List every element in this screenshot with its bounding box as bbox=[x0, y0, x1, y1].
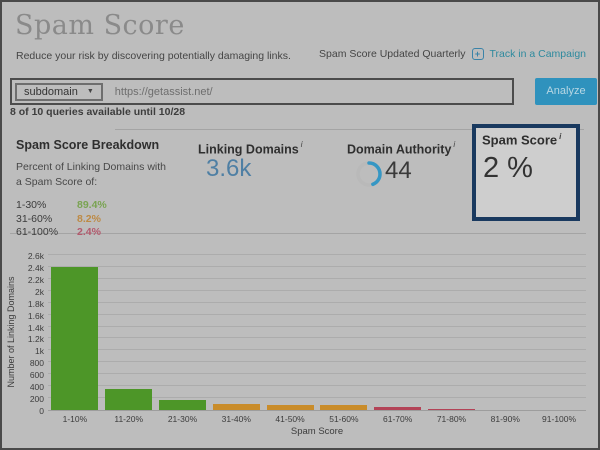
breakdown-title: Spam Score Breakdown bbox=[16, 138, 160, 152]
gridline bbox=[48, 325, 586, 327]
chart-x-axis-label: Spam Score bbox=[290, 426, 344, 437]
y-tick-label: 400 bbox=[29, 382, 44, 393]
analyze-button[interactable]: Analyze bbox=[535, 78, 597, 105]
spam-score-histogram bbox=[48, 254, 586, 411]
bar-1-10% bbox=[51, 266, 99, 410]
chevron-down-icon: ▼ bbox=[86, 88, 94, 95]
breakdown-description: Percent of Linking Domains with a Spam S… bbox=[16, 161, 166, 188]
x-tick-label: 81-90% bbox=[490, 414, 520, 424]
y-tick-label: 600 bbox=[29, 370, 44, 381]
queries-available-note: 8 of 10 queries available until 10/28 bbox=[10, 106, 186, 118]
track-campaign-icon[interactable]: + bbox=[471, 48, 484, 60]
spam-score-highlight-box bbox=[472, 124, 580, 221]
gridline bbox=[48, 301, 586, 303]
bar-21-30% bbox=[159, 399, 206, 410]
x-tick-label: 11-20% bbox=[114, 414, 144, 424]
domain-authority-metric: Domain Authority i bbox=[347, 140, 467, 158]
x-tick-label: 1-10% bbox=[62, 414, 88, 424]
gridline bbox=[48, 289, 586, 291]
spam-score-value: 2 % bbox=[483, 152, 533, 184]
x-tick-label: 91-100% bbox=[542, 414, 577, 424]
divider bbox=[10, 233, 586, 234]
bar-11-20% bbox=[105, 389, 153, 410]
gridline bbox=[48, 385, 586, 387]
updated-quarterly-note: Spam Score Updated Quarterly bbox=[319, 48, 466, 60]
scope-dropdown[interactable]: subdomain ▼ bbox=[15, 82, 103, 101]
breakdown-range: 1-30% bbox=[16, 199, 47, 212]
breakdown-row: 31-60% 8.2% bbox=[16, 213, 186, 227]
y-tick-label: 1.6k bbox=[27, 310, 44, 321]
info-icon[interactable]: i bbox=[300, 140, 303, 149]
domain-authority-value: 44 bbox=[385, 157, 412, 184]
domain-authority-label: Domain Authority bbox=[347, 142, 452, 157]
scope-dropdown-value: subdomain bbox=[24, 85, 78, 98]
breakdown-table: 1-30% 89.4% 31-60% 8.2% 61-100% 2.4% bbox=[16, 199, 186, 240]
gridline bbox=[48, 265, 586, 267]
y-tick-label: 200 bbox=[29, 394, 44, 405]
spam-score-label: Spam Score i bbox=[482, 132, 561, 147]
x-tick-label: 71-80% bbox=[436, 414, 467, 424]
page-title: Spam Score bbox=[15, 10, 185, 41]
url-search-box: subdomain ▼ bbox=[10, 78, 514, 105]
gridline bbox=[48, 361, 586, 363]
spam-score-label-text: Spam Score bbox=[482, 132, 558, 148]
x-tick-label: 21-30% bbox=[167, 414, 198, 424]
breakdown-percent: 2.4% bbox=[77, 226, 101, 239]
y-tick-label: 1k bbox=[35, 346, 44, 357]
gridline bbox=[48, 254, 586, 255]
gridline bbox=[48, 337, 586, 339]
x-tick-label: 41-50% bbox=[275, 414, 305, 424]
breakdown-range: 61-100% bbox=[16, 226, 59, 239]
x-tick-label: 31-40% bbox=[221, 414, 251, 424]
linking-domains-metric: Linking Domains i bbox=[198, 140, 318, 158]
bar-51-60% bbox=[320, 404, 368, 410]
linking-domains-label: Linking Domains bbox=[198, 142, 299, 157]
y-tick-label: 2.6k bbox=[27, 251, 44, 261]
y-tick-label: 0 bbox=[39, 406, 44, 416]
gridline bbox=[48, 373, 586, 375]
bar-41-50% bbox=[266, 404, 314, 410]
x-tick-label: 61-70% bbox=[383, 414, 413, 424]
bar-71-80% bbox=[428, 409, 475, 410]
header-right: Spam Score Updated Quarterly + Track in … bbox=[319, 48, 586, 60]
x-tick-label: 51-60% bbox=[329, 414, 359, 424]
domain-authority-gauge bbox=[356, 161, 382, 187]
y-tick-label: 2.4k bbox=[27, 262, 44, 273]
bar-31-40% bbox=[212, 404, 260, 410]
divider bbox=[115, 129, 584, 130]
info-icon[interactable]: i bbox=[453, 140, 456, 149]
gridline bbox=[48, 397, 586, 399]
y-tick-label: 2k bbox=[35, 286, 44, 297]
y-tick-label: 1.8k bbox=[27, 298, 44, 309]
breakdown-range: 31-60% bbox=[16, 212, 53, 225]
breakdown-percent: 89.4% bbox=[77, 199, 107, 212]
y-tick-label: 800 bbox=[29, 358, 44, 369]
breakdown-percent: 8.2% bbox=[77, 212, 101, 225]
track-in-campaign-link[interactable]: Track in a Campaign bbox=[489, 48, 586, 60]
chart-x-ticks: 1-10% 11-20% 21-30% 31-40% 41-50% 51-60% 61-70… bbox=[48, 414, 586, 424]
gridline bbox=[48, 277, 586, 279]
breakdown-row: 61-100% 2.4% bbox=[16, 226, 186, 240]
linking-domains-value: 3.6k bbox=[206, 155, 252, 182]
y-tick-label: 1.4k bbox=[27, 322, 44, 333]
page-subtitle: Reduce your risk by discovering potentia… bbox=[16, 50, 291, 62]
y-tick-label: 1.2k bbox=[27, 334, 44, 345]
url-input[interactable] bbox=[102, 85, 512, 98]
breakdown-row: 1-30% 89.4% bbox=[16, 199, 186, 213]
y-tick-label: 2.2k bbox=[27, 274, 44, 285]
x-axis-line bbox=[48, 410, 586, 411]
gridline bbox=[48, 349, 586, 351]
bar-61-70% bbox=[374, 407, 422, 410]
gridline bbox=[48, 313, 586, 315]
spam-score-breakdown-panel: Spam Score Breakdown Percent of Linking … bbox=[16, 138, 186, 240]
info-icon[interactable]: i bbox=[559, 132, 562, 141]
